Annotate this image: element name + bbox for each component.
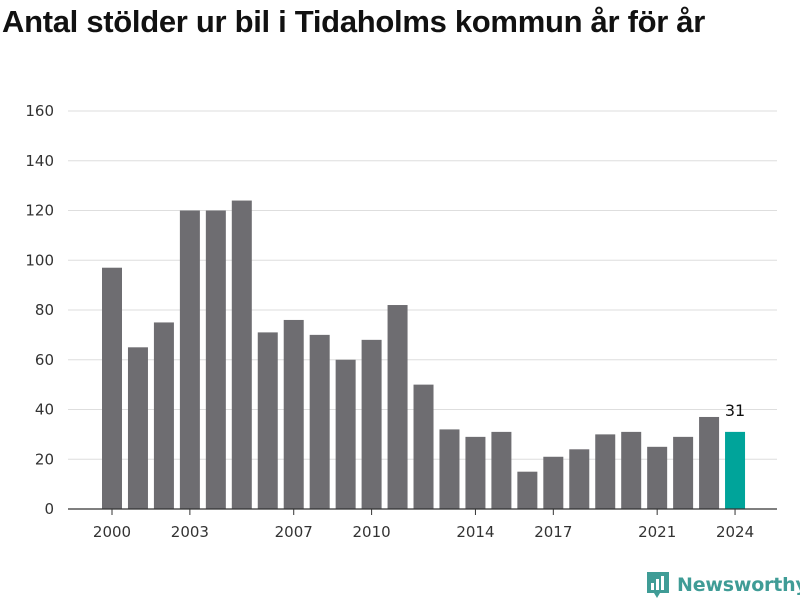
y-tick-label: 60 [35, 351, 54, 369]
x-tick-label: 2010 [353, 523, 391, 541]
x-tick-label: 2007 [275, 523, 313, 541]
bar-2008 [309, 334, 330, 509]
x-tick-label: 2003 [171, 523, 209, 541]
bar-2000 [102, 267, 122, 509]
bar-2019 [595, 434, 616, 509]
data-labels: 31 [725, 401, 745, 420]
bar-2020 [621, 431, 642, 509]
bar-2002 [153, 322, 174, 509]
y-tick-label: 160 [25, 102, 54, 120]
bar-2011 [387, 305, 408, 509]
bar-2021 [647, 446, 668, 509]
bar-2013 [439, 429, 460, 509]
newsworthy-icon [647, 572, 669, 598]
y-tick-label: 140 [25, 152, 54, 170]
bar-2014 [465, 436, 486, 509]
bar-2010 [361, 339, 382, 509]
y-tick-label: 0 [44, 500, 54, 518]
y-axis-ticks: 0 20 40 60 80 100 120 140 160 [25, 102, 54, 518]
bar-2022 [673, 436, 694, 509]
bar-2015 [491, 431, 512, 509]
y-tick-label: 40 [35, 401, 54, 419]
bar-2016 [517, 471, 538, 509]
chart-title: Antal stölder ur bil i Tidaholms kommun … [2, 4, 706, 39]
bar-2009 [335, 359, 356, 509]
x-tick-label: 2017 [534, 523, 572, 541]
bar-2012 [413, 384, 434, 509]
bar-2018 [569, 449, 590, 509]
y-tick-label: 100 [25, 251, 54, 269]
bar-2017 [543, 456, 564, 509]
x-tick-label: 2014 [456, 523, 494, 541]
bar-2007 [283, 319, 304, 509]
bar-2001 [127, 347, 148, 509]
x-tick-label: 2000 [93, 523, 131, 541]
bar-2005 [231, 200, 252, 510]
bar-2006 [257, 332, 278, 509]
y-tick-label: 20 [35, 450, 54, 468]
bar-2024 [725, 431, 746, 509]
x-axis: 2000 2003 2007 2010 2014 2017 2021 2024 [68, 508, 777, 541]
bar-2003 [179, 210, 200, 509]
bar-2004 [205, 210, 226, 509]
x-tick-label: 2021 [638, 523, 676, 541]
bar-2023 [699, 416, 720, 509]
brand-name: Newsworthy [677, 574, 800, 596]
y-tick-label: 120 [25, 202, 54, 220]
data-label-2024: 31 [725, 401, 745, 420]
y-tick-label: 80 [35, 301, 54, 319]
bars [102, 200, 746, 510]
x-tick-label: 2024 [716, 523, 754, 541]
newsworthy-logo: Newsworthy [645, 570, 800, 600]
